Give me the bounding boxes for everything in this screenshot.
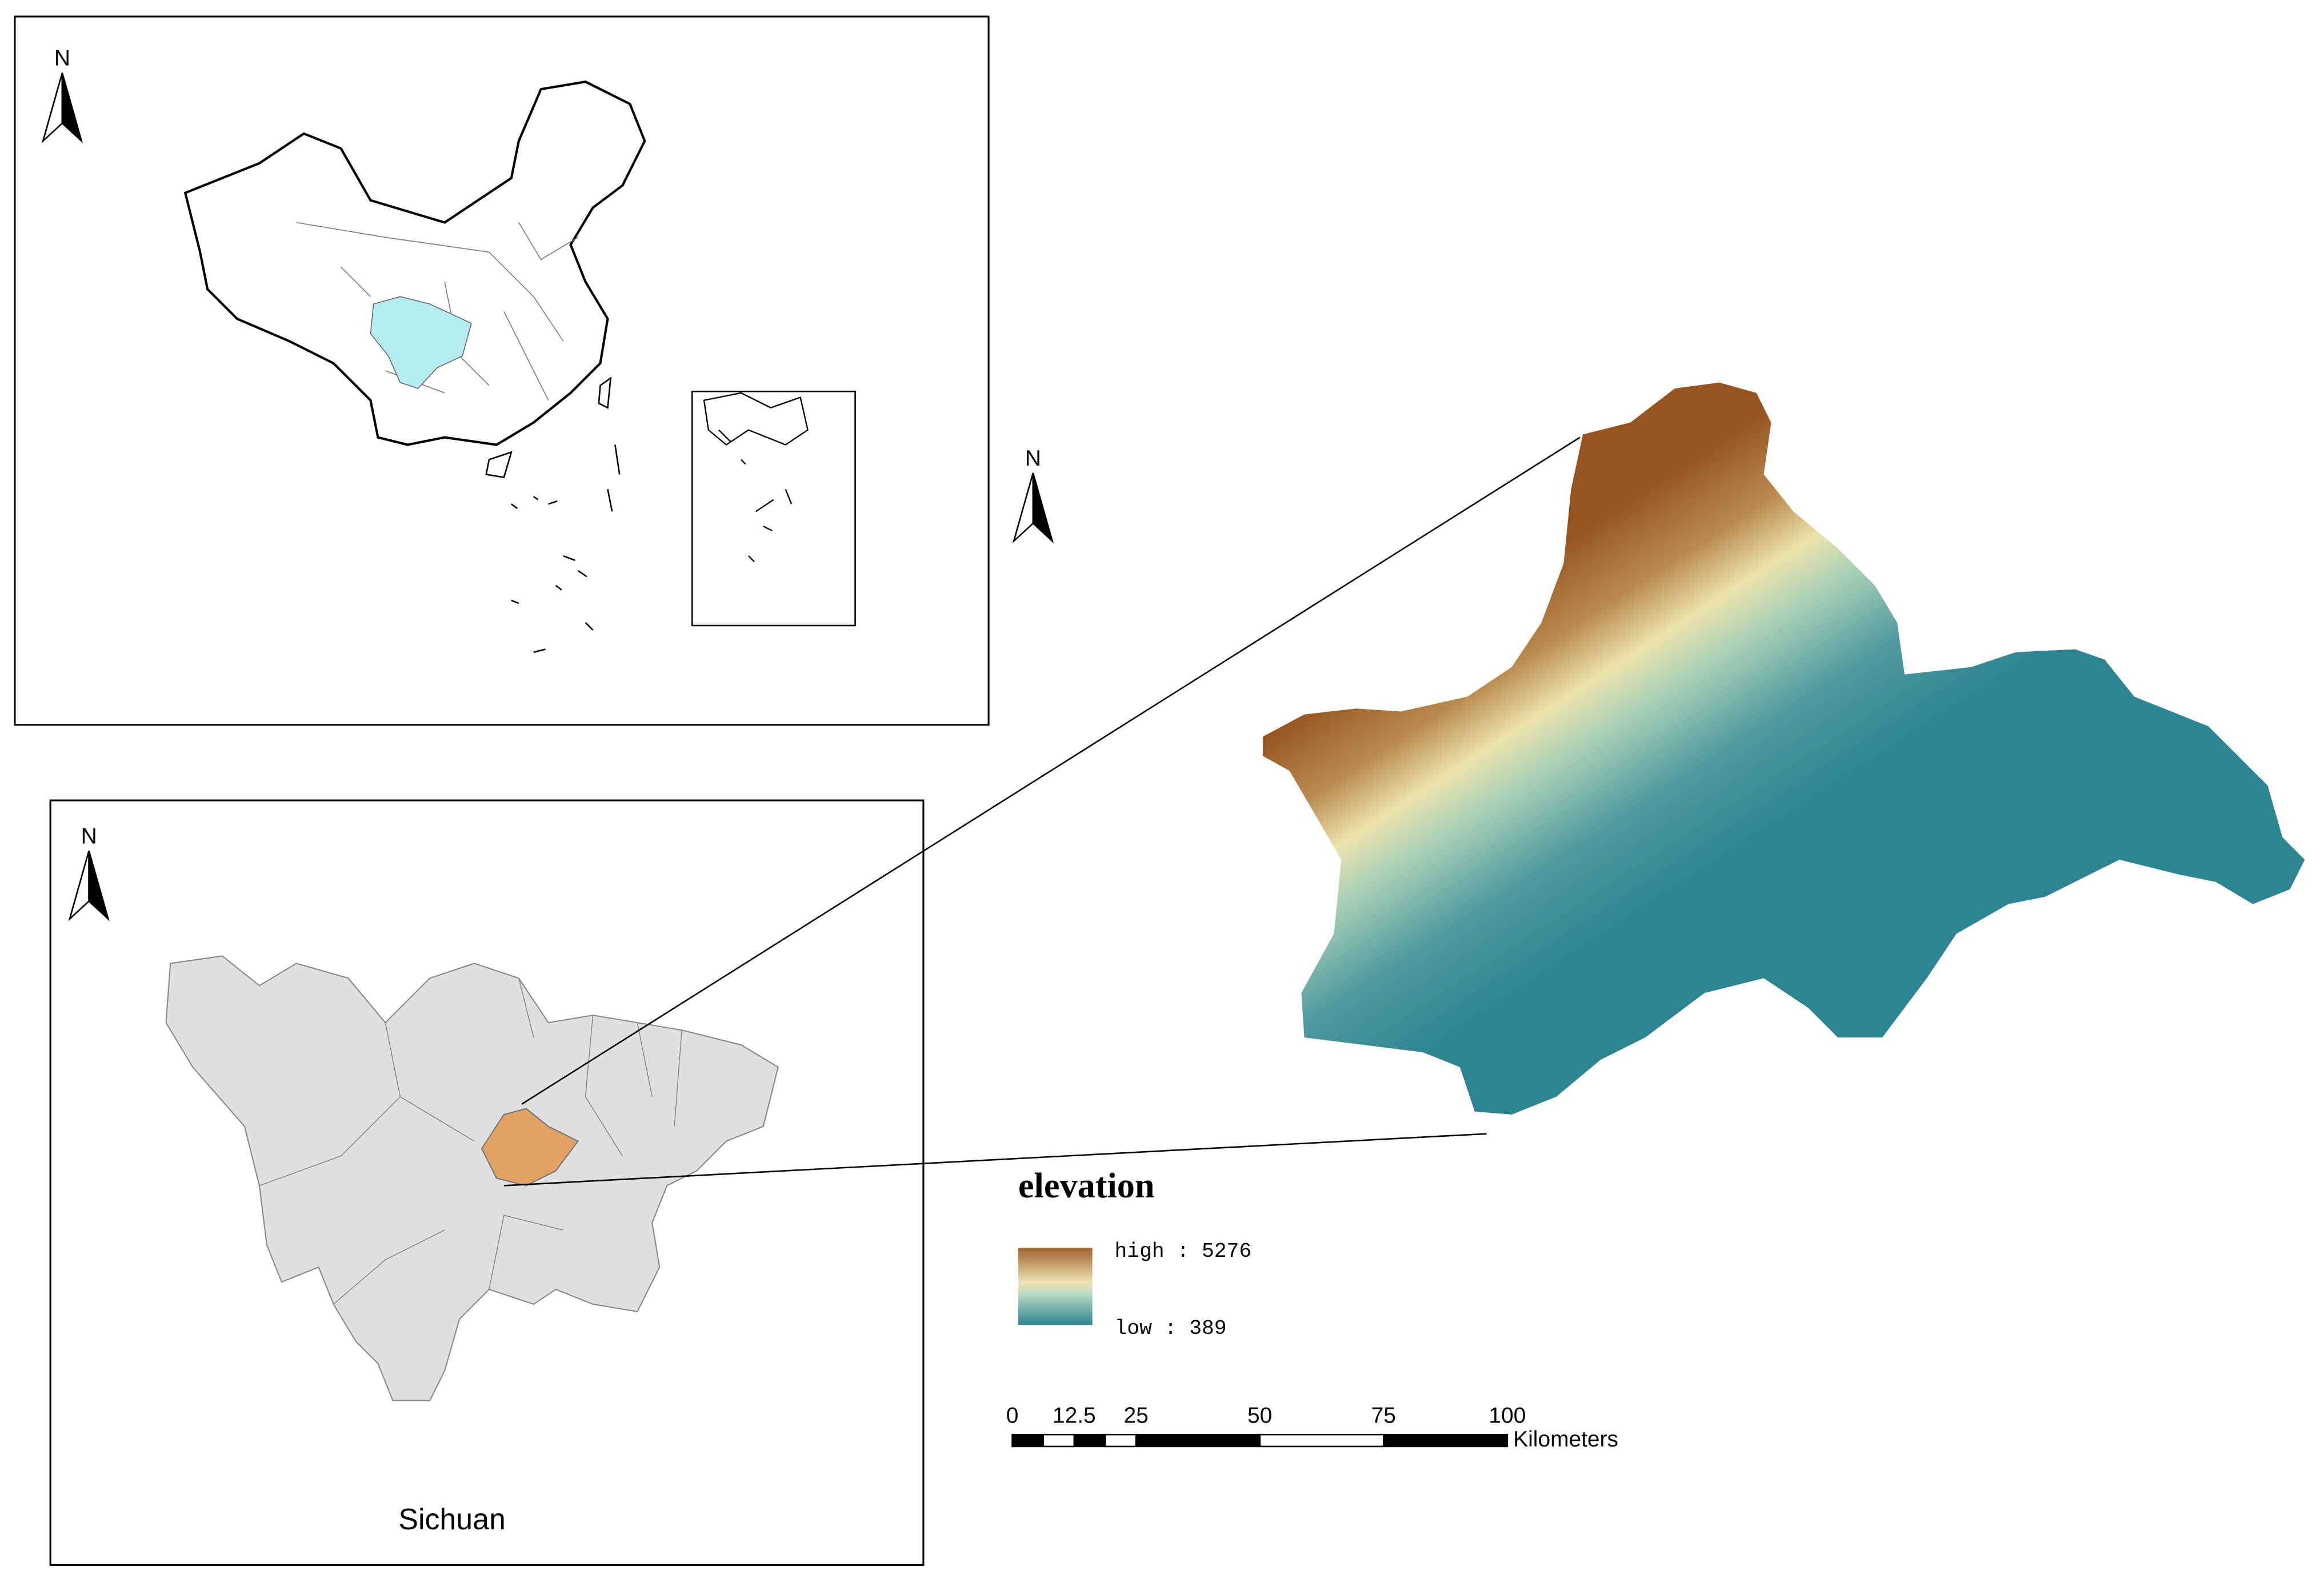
legend-title: elevation [1018, 1167, 1155, 1205]
sichuan-map [165, 955, 779, 1401]
scale-tick-label: 50 [1247, 1403, 1272, 1428]
scale-tick-label: 25 [1123, 1403, 1148, 1428]
scale-tick-label: 0 [1006, 1403, 1019, 1428]
north-arrow [1012, 472, 1034, 544]
legend-low: low : 389 [1115, 1317, 1227, 1340]
inset-map [703, 392, 809, 563]
scale-unit: Kilometers [1513, 1427, 1618, 1452]
north-arrows: N N N [41, 46, 1054, 921]
scale-tick-label: 75 [1371, 1403, 1396, 1428]
connector-line [503, 1133, 1487, 1187]
connector-line [521, 436, 1581, 1105]
study-area-highlight [481, 1108, 579, 1187]
elevation-map [1262, 382, 2305, 1115]
legend-ramp [1018, 1248, 1093, 1325]
prefecture-borders [259, 978, 682, 1305]
scale-segment [1073, 1433, 1106, 1448]
scale-segment [1011, 1433, 1044, 1448]
scale-segment [1259, 1433, 1385, 1448]
panel-label: Sichuan [398, 1502, 505, 1536]
scale-segment [1135, 1433, 1261, 1448]
north-label: N [81, 824, 97, 848]
north-arrow [61, 73, 83, 143]
north-label: N [54, 46, 70, 71]
islands [485, 376, 621, 653]
sichuan-highlight [370, 296, 472, 389]
north-arrow [1032, 472, 1054, 544]
china-outline [183, 80, 646, 446]
inset-frame [691, 390, 856, 627]
north-label: N [1025, 446, 1041, 471]
scale-segment [1382, 1433, 1509, 1448]
scale-tick-label: 12.5 [1053, 1403, 1096, 1428]
scale-segment [1042, 1433, 1075, 1448]
scale-tick-label: 100 [1489, 1403, 1526, 1428]
scale-segment [1104, 1433, 1137, 1448]
north-arrow [88, 850, 110, 921]
legend-high: high : 5276 [1115, 1240, 1252, 1263]
